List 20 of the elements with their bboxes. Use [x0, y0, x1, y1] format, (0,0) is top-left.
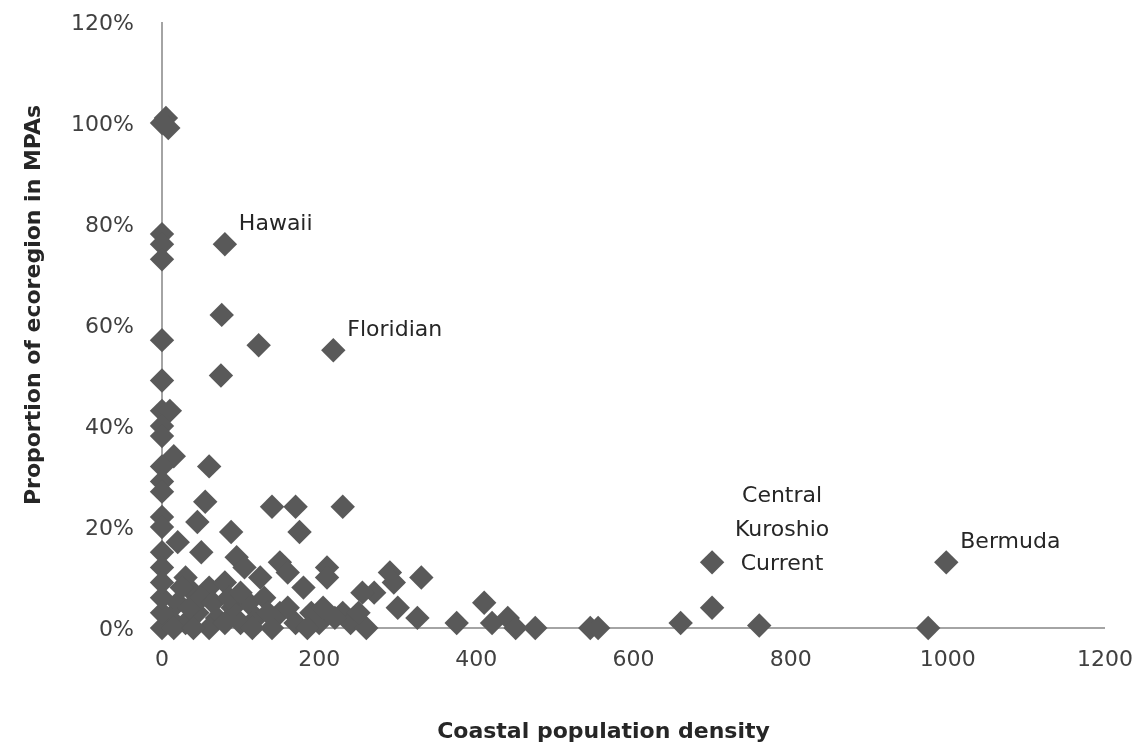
y-tick-label: 20% — [85, 514, 134, 540]
y-tick-label: 80% — [85, 211, 134, 237]
annotation: Floridian — [347, 316, 443, 342]
y-tick-label: 120% — [71, 9, 134, 35]
y-tick-label: 40% — [85, 413, 134, 439]
y-tick-label: 0% — [99, 615, 134, 641]
x-tick-label: 1000 — [919, 646, 976, 671]
y-tick-label: 100% — [71, 110, 134, 136]
x-axis-title: Coastal population density — [437, 718, 770, 743]
y-tick-label: 60% — [85, 312, 134, 338]
y-axis-title: Proportion of ecoregion in MPAs — [20, 104, 45, 506]
x-tick-label: 600 — [612, 646, 655, 671]
x-tick-label: 0 — [155, 646, 169, 671]
x-tick-label: 800 — [769, 646, 812, 671]
x-tick-label: 400 — [455, 646, 498, 671]
x-tick-label: 200 — [298, 646, 341, 671]
annotation: Hawaii — [238, 210, 313, 236]
annotation: Central Kuroshio Current — [734, 482, 830, 576]
x-tick-label: 1200 — [1077, 646, 1133, 671]
annotation: Bermuda — [960, 528, 1061, 554]
